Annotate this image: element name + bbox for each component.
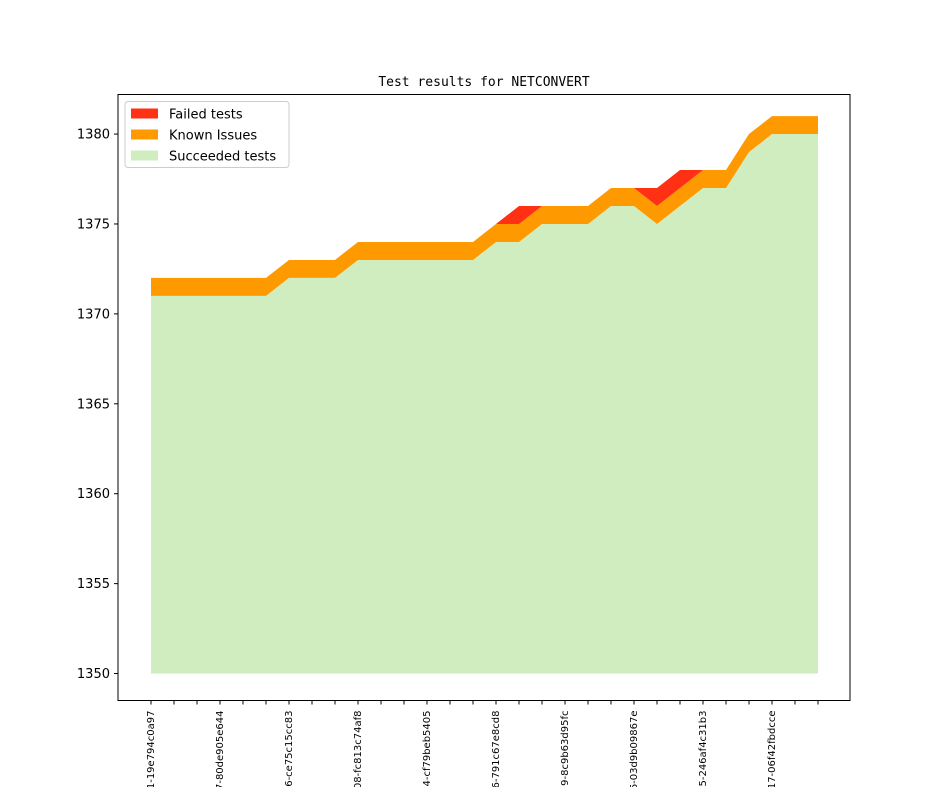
y-tick-label: 1365 (77, 397, 110, 412)
plot-frame (117, 94, 851, 701)
y-tick-label: 1375 (77, 217, 110, 232)
legend-label-known-issues: Known Issues (169, 129, 257, 144)
y-tick-label: 1380 (77, 128, 110, 143)
x-tick-label: 08-fc813c74af8 (353, 711, 364, 787)
x-axis: 1-19e794c0a97 7-80de905e644 6-ce75c15cc83 0… (146, 700, 819, 787)
y-tick-label: 1360 (77, 487, 110, 502)
x-tick-label: 5-246af4c31b3 (698, 711, 709, 787)
x-tick-label: 6-ce75c15cc83 (284, 711, 295, 787)
area-layers (151, 116, 818, 674)
area-succeeded-tests (151, 134, 818, 674)
legend-swatch-succeeded-tests (131, 150, 158, 161)
legend-swatch-known-issues (131, 129, 158, 140)
area-known-issues (151, 116, 818, 296)
legend-swatch-failed-tests (131, 108, 158, 119)
x-tick-label: 6-791c67e8cd8 (491, 711, 502, 787)
x-tick-label: 4-cf79beb5405 (422, 711, 433, 787)
chart-title: Test results for NETCONVERT (378, 75, 589, 90)
x-tick-label: 9-8c9b63d95fc (560, 711, 571, 786)
y-tick-label: 1370 (77, 307, 110, 322)
legend: Failed tests Known Issues Succeeded tests (124, 101, 290, 168)
x-tick-label: 6-03d9b09867e (629, 711, 640, 787)
legend-box (124, 101, 290, 168)
x-tick-label: 17-06f42fbdcce (767, 711, 778, 787)
y-axis: 1350 1355 1360 1365 1370 1375 1380 (77, 128, 118, 682)
y-tick-label: 1350 (77, 667, 110, 682)
legend-label-failed-tests: Failed tests (169, 108, 243, 123)
x-tick-label: 7-80de905e644 (215, 711, 226, 787)
y-tick-label: 1355 (77, 577, 110, 592)
x-tick-label: 1-19e794c0a97 (146, 711, 157, 787)
legend-label-succeeded-tests: Succeeded tests (169, 150, 276, 165)
